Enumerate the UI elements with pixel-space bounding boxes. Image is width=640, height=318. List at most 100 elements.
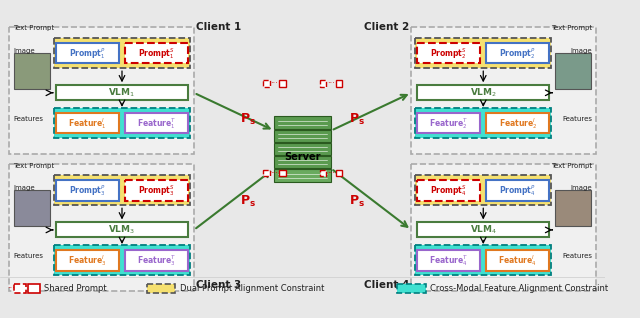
Text: VLM$_1$: VLM$_1$ — [108, 86, 136, 99]
Bar — [412, 164, 596, 291]
Text: Client 2: Client 2 — [364, 22, 410, 32]
Text: Image: Image — [570, 48, 592, 54]
Text: $\mathbf{P_s}$: $\mathbf{P_s}$ — [240, 194, 256, 209]
Bar — [417, 250, 481, 271]
Bar — [14, 190, 50, 226]
Bar — [336, 170, 342, 176]
Bar — [275, 116, 331, 129]
Text: Text Prompt: Text Prompt — [551, 25, 592, 31]
Text: Feature$_2^I$: Feature$_2^I$ — [499, 116, 537, 130]
Bar — [10, 164, 194, 291]
Text: Features: Features — [562, 116, 592, 122]
Text: Text Prompt: Text Prompt — [13, 25, 54, 31]
Text: Client 1: Client 1 — [196, 22, 241, 32]
Bar — [319, 170, 326, 176]
Text: Feature$_4^T$: Feature$_4^T$ — [429, 253, 468, 268]
Text: VLM$_2$: VLM$_2$ — [470, 86, 497, 99]
Text: ···: ··· — [8, 284, 15, 293]
Bar — [397, 284, 426, 293]
Bar — [415, 175, 551, 205]
Bar — [10, 27, 194, 154]
Text: Prompt$_1^S$: Prompt$_1^S$ — [138, 45, 175, 60]
Text: $\mathbf{P_s}$: $\mathbf{P_s}$ — [349, 194, 365, 209]
Bar — [28, 284, 40, 293]
Bar — [319, 80, 326, 86]
Text: Feature$_2^T$: Feature$_2^T$ — [429, 116, 468, 130]
Text: VLM$_3$: VLM$_3$ — [108, 224, 136, 236]
Text: Client 3: Client 3 — [196, 280, 241, 290]
Bar — [14, 53, 50, 89]
Bar — [412, 27, 596, 154]
Bar — [486, 113, 550, 134]
Bar — [147, 284, 175, 293]
Bar — [263, 80, 269, 86]
Bar — [56, 113, 119, 134]
Text: Image: Image — [13, 48, 35, 54]
Bar — [125, 180, 188, 201]
Bar — [336, 80, 342, 86]
Text: $\mathbf{P_s}$: $\mathbf{P_s}$ — [349, 112, 365, 127]
Bar — [125, 113, 188, 134]
Text: Server: Server — [284, 152, 321, 162]
Text: Prompt$_3^S$: Prompt$_3^S$ — [138, 183, 175, 198]
Bar — [56, 250, 119, 271]
Text: ···: ··· — [270, 169, 278, 178]
Text: Prompt$_2^S$: Prompt$_2^S$ — [430, 45, 467, 60]
Text: Feature$_3^I$: Feature$_3^I$ — [68, 253, 107, 268]
Bar — [125, 250, 188, 271]
Text: ···: ··· — [327, 169, 335, 178]
Text: Features: Features — [562, 253, 592, 259]
Text: ···: ··· — [327, 79, 335, 88]
Bar — [54, 38, 190, 68]
Text: Prompt$_3^P$: Prompt$_3^P$ — [69, 183, 106, 198]
Bar — [54, 108, 190, 138]
Bar — [415, 38, 551, 68]
Bar — [275, 130, 331, 142]
Bar — [417, 85, 550, 100]
Bar — [555, 190, 591, 226]
Text: Feature$_1^I$: Feature$_1^I$ — [68, 116, 107, 130]
Text: Shared Prompt: Shared Prompt — [44, 284, 106, 293]
Text: Prompt$_4^S$: Prompt$_4^S$ — [430, 183, 467, 198]
Text: Feature$_3^T$: Feature$_3^T$ — [137, 253, 176, 268]
Text: Features: Features — [13, 116, 44, 122]
Bar — [56, 43, 119, 64]
Bar — [415, 108, 551, 138]
Bar — [56, 85, 188, 100]
Bar — [56, 180, 119, 201]
Text: Image: Image — [13, 185, 35, 191]
Bar — [125, 43, 188, 64]
Text: VLM$_4$: VLM$_4$ — [470, 224, 497, 236]
Bar — [486, 43, 550, 64]
Bar — [417, 180, 481, 201]
Bar — [415, 245, 551, 275]
Bar — [275, 143, 331, 155]
Bar — [54, 245, 190, 275]
Bar — [56, 222, 188, 238]
Text: Image: Image — [570, 185, 592, 191]
Text: Text Prompt: Text Prompt — [551, 162, 592, 169]
Text: Prompt$_2^P$: Prompt$_2^P$ — [499, 45, 536, 60]
Text: Prompt$_4^P$: Prompt$_4^P$ — [499, 183, 536, 198]
Bar — [54, 175, 190, 205]
Text: $\mathbf{P_s}$: $\mathbf{P_s}$ — [240, 112, 256, 127]
Bar — [486, 180, 550, 201]
Text: Feature$_1^T$: Feature$_1^T$ — [137, 116, 176, 130]
Bar — [14, 284, 26, 293]
Bar — [486, 250, 550, 271]
Bar — [275, 169, 331, 182]
Bar — [417, 113, 481, 134]
Text: Client 4: Client 4 — [364, 280, 410, 290]
Text: ···: ··· — [270, 79, 278, 88]
Text: Cross-Modal Feature Alignment Constraint: Cross-Modal Feature Alignment Constraint — [430, 284, 609, 293]
Bar — [417, 43, 481, 64]
Bar — [279, 80, 285, 86]
Bar — [417, 222, 550, 238]
Bar — [279, 170, 285, 176]
Bar — [275, 156, 331, 169]
Text: Features: Features — [13, 253, 44, 259]
Bar — [263, 170, 269, 176]
Text: Feature$_4^I$: Feature$_4^I$ — [499, 253, 537, 268]
Text: Text Prompt: Text Prompt — [13, 162, 54, 169]
Text: Prompt$_1^P$: Prompt$_1^P$ — [69, 45, 106, 60]
